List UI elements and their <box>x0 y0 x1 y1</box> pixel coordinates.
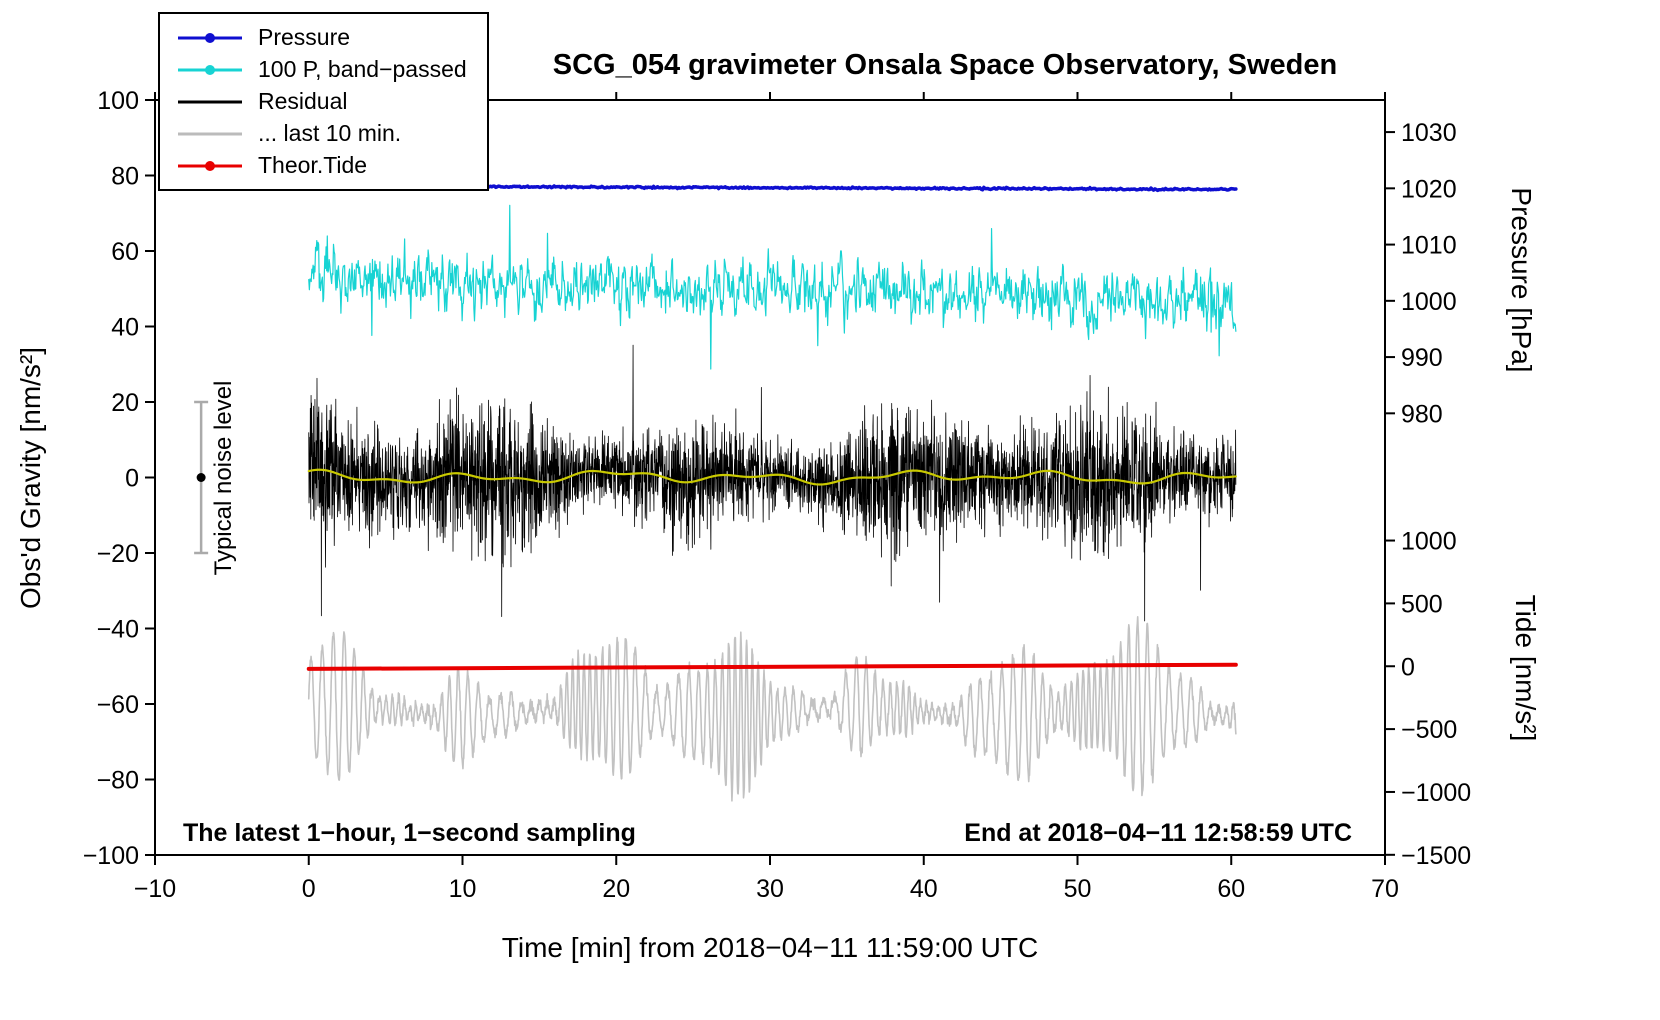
legend-item-bandpassed: 100 P, band−passed <box>174 56 467 83</box>
y-left-tick-label: −100 <box>83 842 139 870</box>
x-tick-label: 20 <box>602 875 630 903</box>
pressure-tick-label: 1010 <box>1401 232 1457 260</box>
pressure-tick-label: 1020 <box>1401 175 1457 203</box>
x-tick-label: 10 <box>449 875 477 903</box>
y-axis-title-pressure: Pressure [hPa] <box>1506 187 1537 372</box>
y-left-tick-label: 0 <box>125 465 139 493</box>
legend-label: Residual <box>258 88 348 114</box>
x-tick-label: 30 <box>756 875 784 903</box>
pressure-tick-label: 990 <box>1401 344 1443 372</box>
legend-label: Theor.Tide <box>258 152 368 178</box>
y-left-tick-label: −40 <box>97 616 139 644</box>
tide-tick-label: −1000 <box>1401 779 1471 807</box>
legend-marker-pressure-icon <box>178 32 242 43</box>
legend-marker-theor-tide-icon <box>178 160 242 171</box>
series-last10min <box>307 615 1237 802</box>
x-tick-label: 50 <box>1064 875 1092 903</box>
series-residual_smooth <box>307 468 1237 486</box>
y-left-tick-label: 40 <box>111 314 139 342</box>
pressure-tick-label: 1000 <box>1401 288 1457 316</box>
legend-item-theor-tide: Theor.Tide <box>174 152 467 179</box>
legend-label: ... last 10 min. <box>258 120 402 146</box>
series-layer <box>306 183 1238 802</box>
noise-level-marker <box>194 400 209 555</box>
legend-label: Pressure <box>258 24 351 50</box>
series-bandpassed <box>308 204 1237 370</box>
y-left-tick-label: 20 <box>111 389 139 417</box>
end-time-annotation: End at 2018−04−11 12:58:59 UTC <box>964 819 1352 847</box>
y-axis-title-tide: Tide [nm/s²] <box>1510 595 1541 742</box>
x-axis-title: Time [min] from 2018−04−11 11:59:00 UTC <box>502 932 1038 963</box>
axes-layer: −10 0 10 20 30 40 50 60 70100806040200−20−40−60−… <box>83 87 1472 903</box>
x-tick-label: 40 <box>910 875 938 903</box>
tide-tick-label: −1500 <box>1401 842 1471 870</box>
tide-tick-label: 500 <box>1401 590 1443 618</box>
chart-legend: Pressure 100 P, band−passed Residual ...… <box>158 12 489 191</box>
chart-title: SCG_054 gravimeter Onsala Space Observat… <box>553 49 1337 81</box>
noise-level-label: Typical noise level <box>210 381 237 576</box>
pressure-tick-label: 1030 <box>1401 119 1457 147</box>
legend-label: 100 P, band−passed <box>258 56 467 82</box>
x-tick-label: 60 <box>1217 875 1245 903</box>
legend-marker-bandpassed-icon <box>178 64 242 75</box>
y-left-tick-label: 100 <box>97 87 139 115</box>
legend-item-last10min: ... last 10 min. <box>174 120 467 147</box>
pressure-tick-label: 980 <box>1401 400 1443 428</box>
x-tick-label: 0 <box>302 875 316 903</box>
y-left-tick-label: −80 <box>97 767 139 795</box>
x-tick-label: 70 <box>1371 875 1399 903</box>
tide-tick-label: 1000 <box>1401 528 1457 556</box>
sampling-annotation: The latest 1−hour, 1−second sampling <box>183 819 636 847</box>
y-left-tick-label: −60 <box>97 691 139 719</box>
x-tick-label: −10 <box>134 875 176 903</box>
y-left-tick-label: 80 <box>111 163 139 191</box>
legend-item-residual: Residual <box>174 88 467 115</box>
legend-marker-residual-icon <box>178 100 242 103</box>
y-axis-title-gravity: Obs'd Gravity [nm/s²] <box>15 347 46 609</box>
series-residual <box>308 344 1237 622</box>
legend-marker-last10min-icon <box>178 132 242 135</box>
legend-item-pressure: Pressure <box>174 24 467 51</box>
y-left-tick-label: 60 <box>111 238 139 266</box>
tide-tick-label: −500 <box>1401 716 1457 744</box>
y-left-tick-label: −20 <box>97 540 139 568</box>
noise-bar-dot <box>196 473 206 482</box>
series-theor_tide <box>306 662 1238 671</box>
tide-tick-label: 0 <box>1401 653 1415 681</box>
